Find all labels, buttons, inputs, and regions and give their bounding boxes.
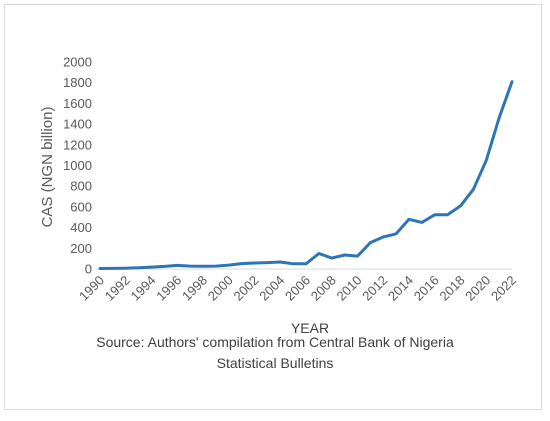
chart-frame: [4, 4, 542, 410]
y-axis-label: CAS (NGN billion): [39, 107, 56, 228]
x-tick-label: 2016: [411, 273, 442, 304]
x-tick-label: 2006: [282, 273, 313, 304]
y-tick-label: 2000: [63, 55, 92, 70]
y-tick-label: 1400: [63, 117, 92, 132]
x-axis-label: YEAR: [291, 320, 329, 336]
x-tick-label: 1998: [179, 273, 210, 304]
x-tick-label: 1990: [76, 273, 107, 304]
y-tick-label: 200: [70, 241, 92, 256]
series-layer: [98, 80, 514, 270]
x-tick-label: 2004: [256, 273, 287, 304]
x-axis-ticks: 1990199219941996199820002002200420062008…: [76, 273, 519, 304]
x-tick-label: 2008: [308, 273, 339, 304]
x-tick-label: 2018: [437, 273, 468, 304]
x-tick-label: 1994: [128, 273, 159, 304]
y-tick-label: 0: [85, 262, 92, 277]
x-tick-label: 2022: [488, 273, 519, 304]
x-tick-label: 2020: [462, 273, 493, 304]
y-tick-label: 600: [70, 199, 92, 214]
y-tick-label: 400: [70, 220, 92, 235]
y-tick-label: 800: [70, 179, 92, 194]
source-line-1: Source: Authors' compilation from Centra…: [96, 334, 454, 350]
x-tick-label: 2012: [359, 273, 390, 304]
x-tick-label: 2014: [385, 273, 416, 304]
y-tick-label: 1800: [63, 75, 92, 90]
x-tick-label: 1996: [153, 273, 184, 304]
source-line-2: Statistical Bulletins: [216, 355, 334, 371]
y-axis-ticks: 0 200 400 600 800 1000 1200 1400 1600 1800 2000: [63, 55, 92, 277]
y-tick-label: 1200: [63, 137, 92, 152]
x-tick-label: 2010: [334, 273, 365, 304]
y-tick-label: 1000: [63, 158, 92, 173]
x-tick-label: 1992: [102, 273, 133, 304]
x-tick-label: 2000: [205, 273, 236, 304]
y-tick-label: 1600: [63, 96, 92, 111]
series-line: [98, 80, 514, 270]
x-tick-label: 2002: [231, 273, 262, 304]
